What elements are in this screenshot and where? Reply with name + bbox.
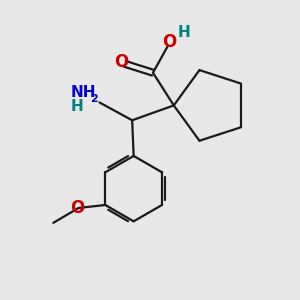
Text: 2: 2 xyxy=(91,94,98,103)
Text: H: H xyxy=(178,25,190,40)
Text: NH: NH xyxy=(70,85,96,100)
Text: H: H xyxy=(71,98,84,113)
Text: O: O xyxy=(70,199,84,217)
Text: O: O xyxy=(114,53,128,71)
Text: O: O xyxy=(162,32,176,50)
